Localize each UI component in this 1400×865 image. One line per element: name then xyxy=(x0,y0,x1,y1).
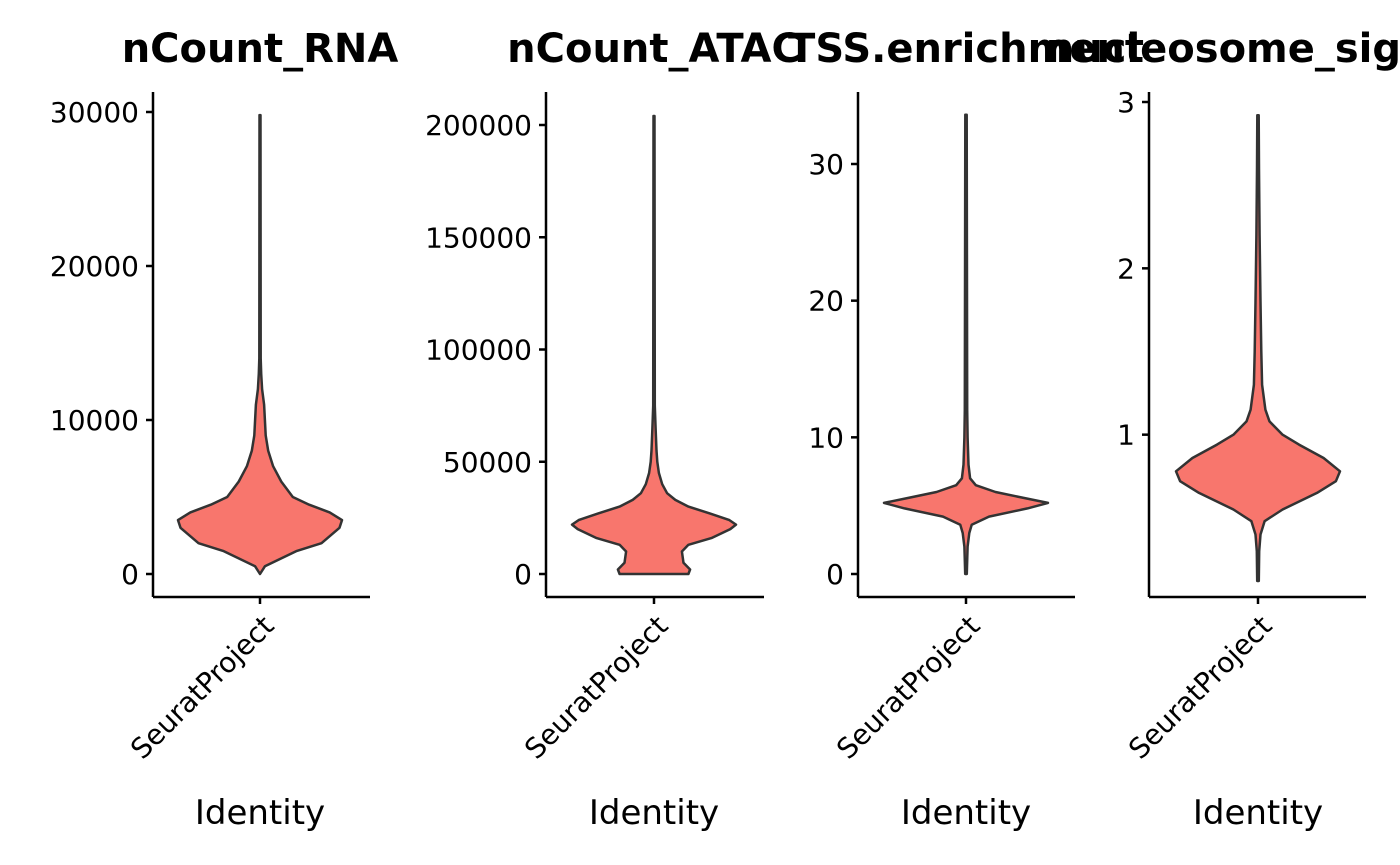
y-tick-label: 10 xyxy=(808,421,844,454)
x-tick-label: SeuratProject xyxy=(124,609,280,765)
panel-title: nCount_ATAC xyxy=(507,26,801,72)
x-axis-title: Identity xyxy=(195,793,325,833)
y-tick-label: 20 xyxy=(808,285,844,318)
panel-tss-enrichment: TSS.enrichment Identity SeuratProject 0 1… xyxy=(788,26,1144,833)
y-tick-label: 50000 xyxy=(443,446,532,479)
y-tick-label: 30000 xyxy=(50,96,139,129)
y-tick-label: 3 xyxy=(1117,86,1135,119)
panel-ncount-atac: nCount_ATAC Identity SeuratProject 0 5000… xyxy=(425,26,801,833)
y-tick-label: 1 xyxy=(1117,419,1135,452)
violin-shape xyxy=(570,114,738,576)
panel-title: nCount_RNA xyxy=(122,26,399,72)
x-tick-label: SeuratProject xyxy=(518,609,674,765)
x-axis-title: Identity xyxy=(901,793,1031,833)
y-tick-label: 10000 xyxy=(50,404,139,437)
y-tick-label: 100000 xyxy=(425,334,532,367)
panel-title: nucleosome_signal xyxy=(1046,26,1400,72)
panel-ncount-rna: nCount_RNA Identity SeuratProject 0 10000… xyxy=(50,26,398,833)
violin-shape xyxy=(882,113,1050,576)
y-tick-label: 0 xyxy=(514,558,532,591)
y-tick-label: 0 xyxy=(826,558,844,591)
violin-shape xyxy=(1174,114,1342,583)
y-tick-label: 150000 xyxy=(425,221,532,254)
panel-title: TSS.enrichment xyxy=(788,26,1144,72)
y-tick-label: 2 xyxy=(1117,252,1135,285)
panel-nucleosome-signal: nucleosome_signal Identity SeuratProject… xyxy=(1046,26,1400,833)
violin-shape xyxy=(176,113,344,576)
y-tick-label: 30 xyxy=(808,148,844,181)
y-tick-label: 20000 xyxy=(50,250,139,283)
x-axis-title: Identity xyxy=(1193,793,1323,833)
y-tick-label: 0 xyxy=(121,558,139,591)
x-axis-title: Identity xyxy=(589,793,719,833)
x-tick-label: SeuratProject xyxy=(830,609,986,765)
y-tick-label: 200000 xyxy=(425,109,532,142)
x-tick-label: SeuratProject xyxy=(1122,609,1278,765)
